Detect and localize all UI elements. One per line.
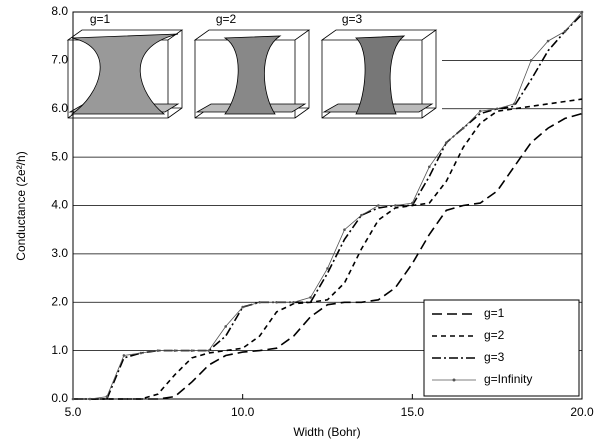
x-tick-label: 15.0 — [401, 405, 425, 419]
point — [309, 296, 312, 299]
point — [173, 349, 177, 352]
inset-3 — [320, 29, 438, 119]
point — [326, 267, 329, 270]
point — [360, 213, 363, 217]
inset-label: g=2 — [216, 12, 237, 26]
inset-label: g=1 — [90, 12, 111, 26]
x-tick-label: 5.0 — [65, 405, 82, 419]
point — [88, 397, 92, 401]
y-axis-label: Conductance (2e²/h) — [14, 151, 28, 260]
y-tick-label: 3.0 — [51, 246, 68, 260]
x-tick-label: 20.0 — [570, 405, 594, 419]
y-tick-label: 8.0 — [51, 4, 68, 18]
point — [444, 141, 448, 144]
point — [292, 300, 295, 304]
point — [478, 109, 482, 113]
point — [377, 204, 380, 207]
y-tick-label: 4.0 — [51, 198, 68, 212]
point — [224, 325, 227, 328]
point — [71, 397, 75, 401]
legend-label: g=1 — [484, 306, 505, 320]
point — [139, 351, 143, 355]
legend-label: g=Infinity — [484, 372, 532, 386]
point — [563, 30, 567, 33]
insets — [66, 24, 442, 132]
y-tick-label: 2.0 — [51, 294, 68, 308]
point — [275, 300, 278, 304]
point — [241, 305, 244, 309]
inset-2 — [193, 29, 311, 119]
y-tick-label: 1.0 — [51, 343, 68, 357]
y-tick-label: 0.0 — [51, 391, 68, 405]
plot-frame — [72, 11, 583, 400]
point — [105, 395, 109, 398]
point — [343, 228, 346, 231]
point — [512, 102, 516, 106]
point — [546, 39, 550, 43]
point — [495, 107, 499, 111]
x-axis-label: Width (Bohr) — [293, 425, 360, 439]
inset-1 — [66, 29, 184, 119]
point — [411, 201, 414, 205]
point — [207, 349, 211, 352]
y-tick-label: 5.0 — [51, 149, 68, 163]
series-line — [73, 112, 583, 400]
point — [190, 349, 194, 352]
point — [122, 354, 126, 357]
y-tick-label: 6.0 — [51, 101, 68, 115]
y-tick-label: 7.0 — [51, 53, 68, 67]
legend-label: g=2 — [484, 328, 505, 342]
point — [156, 349, 160, 352]
point — [428, 165, 431, 169]
point — [394, 204, 397, 207]
point — [258, 300, 261, 304]
x-tick-label: 10.0 — [231, 405, 255, 419]
inset-label: g=3 — [342, 12, 363, 26]
point — [461, 126, 465, 130]
series-line — [73, 98, 583, 400]
point — [580, 10, 584, 14]
legend-marker — [452, 378, 456, 382]
point — [529, 59, 533, 62]
legend-label: g=3 — [484, 350, 505, 364]
